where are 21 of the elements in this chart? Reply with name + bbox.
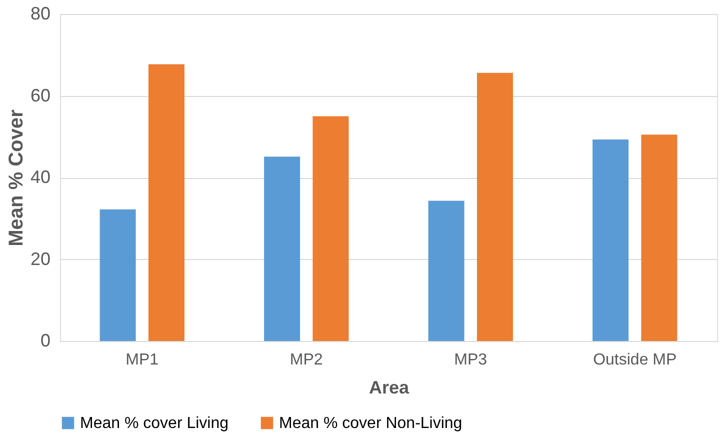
y-tick-label: 60 [30, 85, 50, 106]
y-tick-label: 80 [30, 4, 50, 24]
y-tick-label: 40 [30, 167, 50, 187]
x-axis-title: Area [368, 378, 410, 398]
x-tick-label: MP2 [290, 352, 323, 368]
bar [592, 139, 629, 341]
bar [476, 72, 513, 341]
legend-label: Mean % cover Non-Living [279, 415, 462, 432]
y-axis-title: Mean % Cover [5, 109, 28, 246]
bar [428, 200, 464, 341]
bar [641, 134, 678, 341]
x-tick-label: MP3 [454, 352, 488, 368]
x-tick-label: MP1 [126, 352, 159, 368]
bar [264, 156, 300, 341]
bar [100, 209, 136, 341]
y-tick-label: 20 [30, 248, 50, 269]
x-tick-label: Outside MP [593, 352, 677, 368]
bar [148, 64, 184, 341]
y-tick-label: 0 [40, 330, 50, 350]
bar [312, 116, 349, 341]
legend-label: Mean % cover Living [80, 415, 229, 432]
